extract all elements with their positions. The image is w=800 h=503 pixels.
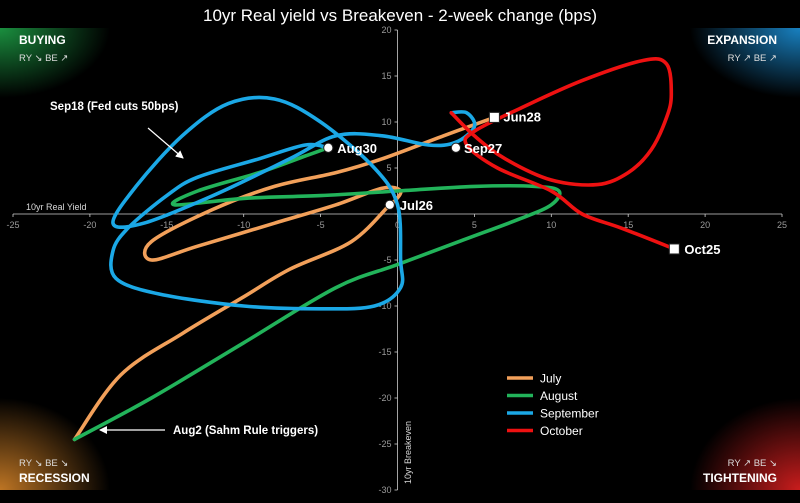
point-marker-aug30 xyxy=(323,142,334,153)
point-marker-jul26 xyxy=(384,199,395,210)
y-tick-label: 5 xyxy=(386,163,391,173)
x-tick-label: 20 xyxy=(700,220,710,230)
x-tick-label: 10 xyxy=(546,220,556,230)
series-line-july xyxy=(72,115,497,442)
chart-title: 10yr Real yield vs Breakeven - 2-week ch… xyxy=(203,6,597,25)
series-line-october xyxy=(449,57,677,251)
quadrant-buying-title: BUYING xyxy=(19,33,66,47)
point-labels: Jun28 Aug30 Sep27 Jul26 Oct25 xyxy=(323,109,720,257)
quadrant-labels: BUYING RY ↘ BE ↗ EXPANSION RY ↗ BE ↗ RY … xyxy=(19,33,777,485)
quadrant-glow-tightening xyxy=(690,398,800,490)
y-tick-label: -10 xyxy=(378,301,391,311)
quadrant-tightening-title: TIGHTENING xyxy=(703,471,777,485)
point-marker-sep27 xyxy=(450,142,462,153)
point-marker-jun28 xyxy=(488,111,500,123)
quadrant-glow-expansion xyxy=(690,28,800,98)
x-axis-label: 10yr Real Yield xyxy=(26,202,87,212)
point-label-oct25: Oct25 xyxy=(684,242,720,257)
x-tick-label: 25 xyxy=(777,220,787,230)
quadrant-expansion-title: EXPANSION xyxy=(707,33,777,47)
y-tick-label: -30 xyxy=(378,485,391,495)
series-line-august xyxy=(72,146,562,442)
point-label-aug30: Aug30 xyxy=(337,141,377,156)
quadrant-recession-title: RECESSION xyxy=(19,471,90,485)
series-group xyxy=(72,57,677,442)
x-tick-label: 0 xyxy=(395,220,400,230)
x-tick-label: -15 xyxy=(160,220,173,230)
point-label-jul26: Jul26 xyxy=(400,198,433,213)
annotation-sahm-rule: Aug2 (Sahm Rule triggers) xyxy=(173,425,318,437)
x-tick-label: -10 xyxy=(237,220,250,230)
annotation-fed-cut: Sep18 (Fed cuts 50bps) xyxy=(50,101,179,113)
y-tick-label: -25 xyxy=(378,439,391,449)
y-tick-label: -20 xyxy=(378,393,391,403)
y-axis-label: 10yr Breakeven xyxy=(403,421,413,484)
point-label-jun28: Jun28 xyxy=(503,109,541,124)
legend: July August September October xyxy=(507,372,599,438)
x-tick-label: -25 xyxy=(6,220,19,230)
y-tick-label: 15 xyxy=(381,71,391,81)
quadrant-recession-sub: RY ↘ BE ↘ xyxy=(19,458,68,469)
x-tick-label: -20 xyxy=(83,220,96,230)
quadrant-tightening-sub: RY ↗ BE ↘ xyxy=(728,458,777,469)
legend-label-september: September xyxy=(540,407,599,421)
annotations: Sep18 (Fed cuts 50bps) Aug2 (Sahm Rule t… xyxy=(50,101,318,437)
x-tick-label: 15 xyxy=(623,220,633,230)
series-line-september xyxy=(109,95,477,311)
y-tick-label: -5 xyxy=(383,255,391,265)
legend-label-october: October xyxy=(540,424,583,438)
annotation-fed-cut-arrow xyxy=(147,127,184,159)
x-tick-label: 5 xyxy=(472,220,477,230)
point-marker-oct25 xyxy=(668,243,680,255)
legend-label-july: July xyxy=(540,372,561,386)
quadrant-glows xyxy=(0,28,800,490)
y-tick-label: 10 xyxy=(381,117,391,127)
x-tick-label: -5 xyxy=(317,220,325,230)
quadrant-glow-buying xyxy=(0,28,110,98)
point-label-sep27: Sep27 xyxy=(464,141,502,156)
quadrant-expansion-sub: RY ↗ BE ↗ xyxy=(728,53,777,64)
quadrant-buying-sub: RY ↘ BE ↗ xyxy=(19,53,68,64)
y-tick-label: -15 xyxy=(378,347,391,357)
y-tick-label: 20 xyxy=(381,25,391,35)
legend-label-august: August xyxy=(540,389,578,403)
